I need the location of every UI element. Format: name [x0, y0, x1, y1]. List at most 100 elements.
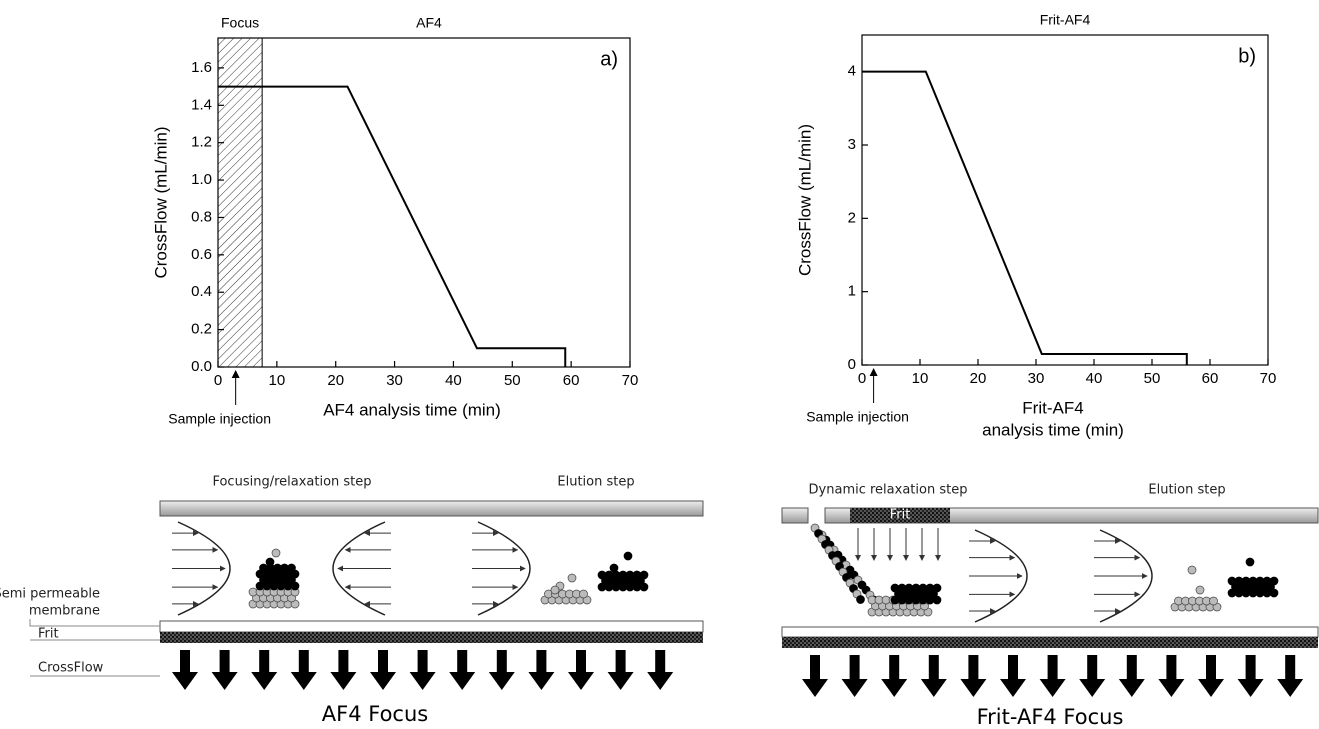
crossflow-arrow — [211, 650, 238, 690]
y-tick-label: 1.4 — [191, 96, 212, 113]
annotation: Sample injection — [806, 409, 909, 425]
membrane-label: Semi permeable — [0, 587, 100, 602]
x-tick-label: 40 — [1086, 370, 1103, 387]
x-tick-label: 30 — [1028, 370, 1045, 387]
x-axis-label: Frit-AF4 — [1022, 398, 1083, 417]
particle — [932, 583, 942, 593]
particle — [579, 589, 588, 599]
crossflow-arrow — [841, 655, 868, 697]
crossflow-arrow — [960, 655, 987, 697]
y-axis-label: CrossFlow (mL/min) — [795, 124, 814, 276]
x-tick-label: 70 — [622, 372, 639, 389]
data-line — [862, 70, 1188, 365]
membrane-label: membrane — [29, 604, 100, 619]
af4-diagram: Focusing/relaxation step Elution step Se… — [0, 475, 704, 726]
y-tick-label: 0.2 — [191, 321, 212, 338]
crossflow-arrow — [449, 650, 476, 690]
crossflow-arrow — [1039, 655, 1066, 697]
particle — [550, 585, 560, 595]
y-tick-label: 3 — [848, 136, 856, 153]
membrane — [159, 620, 704, 633]
crossflow-arrow — [528, 650, 555, 690]
particle — [265, 557, 275, 567]
membrane — [781, 626, 1319, 638]
crossflow-arrow — [409, 650, 436, 690]
x-tick-label: 60 — [563, 372, 580, 389]
y-tick-label: 4 — [848, 63, 856, 80]
frit-label: Frit — [890, 508, 911, 523]
crossflow-arrow — [330, 650, 357, 690]
panel-label: a) — [600, 48, 618, 70]
particle — [1245, 557, 1255, 567]
x-tick-label: 50 — [1144, 370, 1161, 387]
chart: Focus 0 10 20 30 40 50 60 70 0.0 0.2 0.4 0.6 0.8 1.0 1.… — [151, 15, 638, 427]
y-tick-label: 1.6 — [191, 59, 212, 76]
crossflow-arrow — [172, 650, 198, 690]
x-tick-label: 10 — [912, 370, 929, 387]
crossflow-label: CrossFlow — [38, 661, 104, 676]
diagram-title: Frit-AF4 Focus — [977, 705, 1124, 729]
particle — [287, 563, 296, 573]
step-label: Elution step — [1148, 483, 1225, 498]
particle — [1195, 585, 1205, 595]
crossflow-arrow — [1000, 655, 1026, 697]
crossflow-arrow — [1237, 655, 1264, 697]
flow-profile — [332, 521, 386, 616]
annotation: Sample injection — [168, 411, 271, 427]
chart: 0 10 20 30 40 50 60 70 0 1 2 3 4 Frit-AF4 b) Frit-AF4 an… — [795, 12, 1276, 440]
x-tick-label: 40 — [445, 372, 462, 389]
y-tick-label: 0 — [848, 356, 856, 373]
crossflow-arrow — [1118, 655, 1145, 697]
crossflow-arrow — [1277, 655, 1304, 697]
channel-top — [159, 500, 704, 517]
crossflow-arrow — [370, 650, 396, 690]
step-label: Focusing/relaxation step — [212, 475, 371, 490]
flow-profile — [974, 529, 1028, 623]
top-frit — [850, 508, 950, 523]
plot-frame — [217, 37, 631, 368]
particle — [856, 595, 865, 604]
crossflow-arrow — [920, 655, 947, 697]
crossflow-arrow — [802, 655, 828, 697]
x-tick-label: 70 — [1260, 370, 1277, 387]
data-line — [218, 85, 567, 367]
y-tick-label: 0.4 — [191, 283, 212, 300]
y-tick-label: 1.2 — [191, 134, 212, 151]
crossflow-arrow — [607, 650, 634, 690]
x-tick-label: 30 — [386, 372, 403, 389]
step-label: Elution step — [557, 475, 634, 490]
crossflow-arrow — [881, 655, 908, 697]
leader — [29, 619, 160, 627]
crossflow-arrow — [488, 650, 515, 690]
x-axis-label: AF4 analysis time (min) — [323, 400, 501, 419]
x-tick-label: 20 — [327, 372, 344, 389]
x-tick-label: 50 — [504, 372, 521, 389]
particle — [1187, 565, 1197, 575]
crossflow-arrow — [1158, 655, 1185, 697]
particle — [609, 563, 619, 573]
flow-profile — [1099, 529, 1153, 623]
crossflow-arrow — [568, 650, 594, 690]
crossflow-arrow — [1079, 655, 1106, 697]
x-axis-label: analysis time (min) — [982, 420, 1124, 439]
x-tick-label: 10 — [269, 372, 286, 389]
y-tick-label: 1 — [848, 283, 856, 300]
x-tick-label: 20 — [970, 370, 987, 387]
x-tick-label: 60 — [1202, 370, 1219, 387]
frit — [160, 632, 703, 643]
particle — [567, 573, 577, 583]
crossflow-arrow — [290, 650, 317, 690]
y-tick-label: 2 — [848, 209, 856, 226]
chart-title: AF4 — [416, 15, 442, 31]
channel-top — [781, 507, 809, 524]
y-tick-label: 0.8 — [191, 208, 212, 225]
particle — [623, 551, 633, 561]
frit-af4-diagram: Dynamic relaxation step Elution step Fri… — [781, 483, 1319, 729]
particle — [271, 548, 281, 558]
y-axis-label: CrossFlow (mL/min) — [151, 126, 170, 278]
particle — [1269, 576, 1279, 586]
y-tick-label: 0.0 — [191, 358, 212, 375]
frit — [782, 637, 1318, 648]
flow-profile — [177, 521, 231, 616]
